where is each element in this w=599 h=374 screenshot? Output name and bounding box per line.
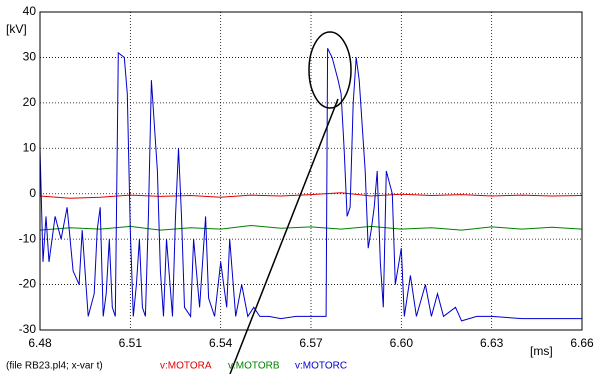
x-tick-label: 6.63 (480, 336, 504, 350)
y-tick-label: -30 (19, 322, 37, 336)
y-tick-label: 0 (29, 186, 36, 200)
series-line (39, 224, 583, 231)
y-tick-label: 40 (23, 4, 37, 18)
y-tick-label: 10 (23, 140, 37, 154)
y-axis-label: [kV] (6, 22, 27, 36)
annotation-ellipse (308, 31, 352, 109)
annotation-line (229, 98, 339, 374)
plot-frame (39, 11, 583, 331)
legend-entry: v:MOTORB (228, 361, 280, 372)
x-tick-label: 6.48 (28, 336, 52, 350)
series-lines (39, 48, 583, 322)
x-tick-label: 6.51 (119, 336, 143, 350)
x-tick-label: 6.54 (209, 336, 233, 350)
x-tick-label: 6.57 (299, 336, 323, 350)
y-tick-label: -20 (19, 277, 37, 291)
y-tick-label: -10 (19, 231, 37, 245)
y-tick-label: 20 (23, 95, 37, 109)
legend-entry: v:MOTORC (295, 361, 347, 372)
series-line (39, 192, 583, 199)
series-line (39, 48, 582, 322)
x-tick-label: 6.60 (390, 336, 414, 350)
x-tick-label: 6.66 (570, 336, 594, 350)
y-tick-label: 30 (23, 50, 37, 64)
caption: (file RB23.pl4; x-var t) (6, 361, 103, 372)
grid (39, 11, 583, 331)
x-axis-label: [ms] (530, 344, 553, 358)
legend-entry: v:MOTORA (160, 361, 212, 372)
